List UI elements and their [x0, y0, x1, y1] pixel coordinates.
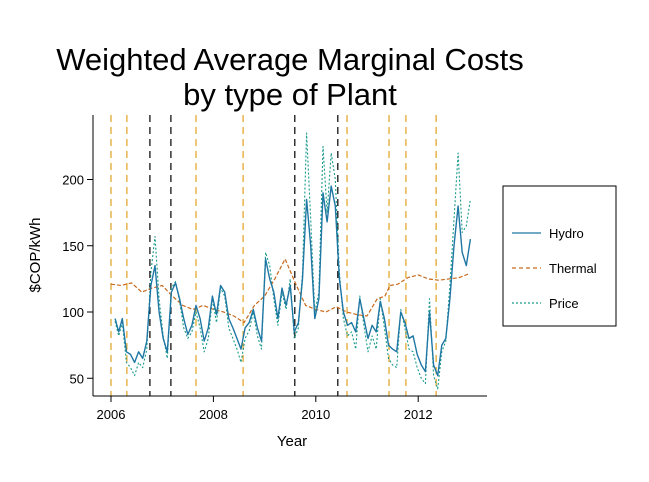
x-tick-label: 2008 [199, 407, 228, 422]
chart-title-line-1: Weighted Average Marginal Costs [56, 42, 524, 77]
x-tick-label: 2010 [301, 407, 330, 422]
legend-label-price: Price [549, 296, 579, 311]
legend-label-thermal: Thermal [549, 261, 597, 276]
y-tick-label: 150 [62, 239, 84, 254]
event-vlines [110, 115, 437, 396]
x-axis-label: Year [277, 433, 307, 450]
y-tick-label: 100 [62, 305, 84, 320]
legend-label-hydro: Hydro [549, 226, 584, 241]
y-tick-label: 50 [70, 371, 84, 386]
y-tick-label: 200 [62, 173, 84, 188]
series-group [110, 132, 472, 390]
x-axis-ticks: 2006 2008 2010 2012 [97, 396, 433, 422]
series-line-thermal [110, 258, 470, 324]
y-axis-label: $COP/kWh [27, 217, 44, 292]
y-axis-ticks: 50 100 150 200 [62, 173, 93, 386]
legend: Hydro Thermal Price [502, 185, 617, 327]
x-tick-label: 2006 [97, 407, 126, 422]
series-line-hydro [114, 185, 472, 377]
chart-title-line-2: by type of Plant [183, 77, 397, 112]
x-tick-label: 2012 [404, 407, 433, 422]
